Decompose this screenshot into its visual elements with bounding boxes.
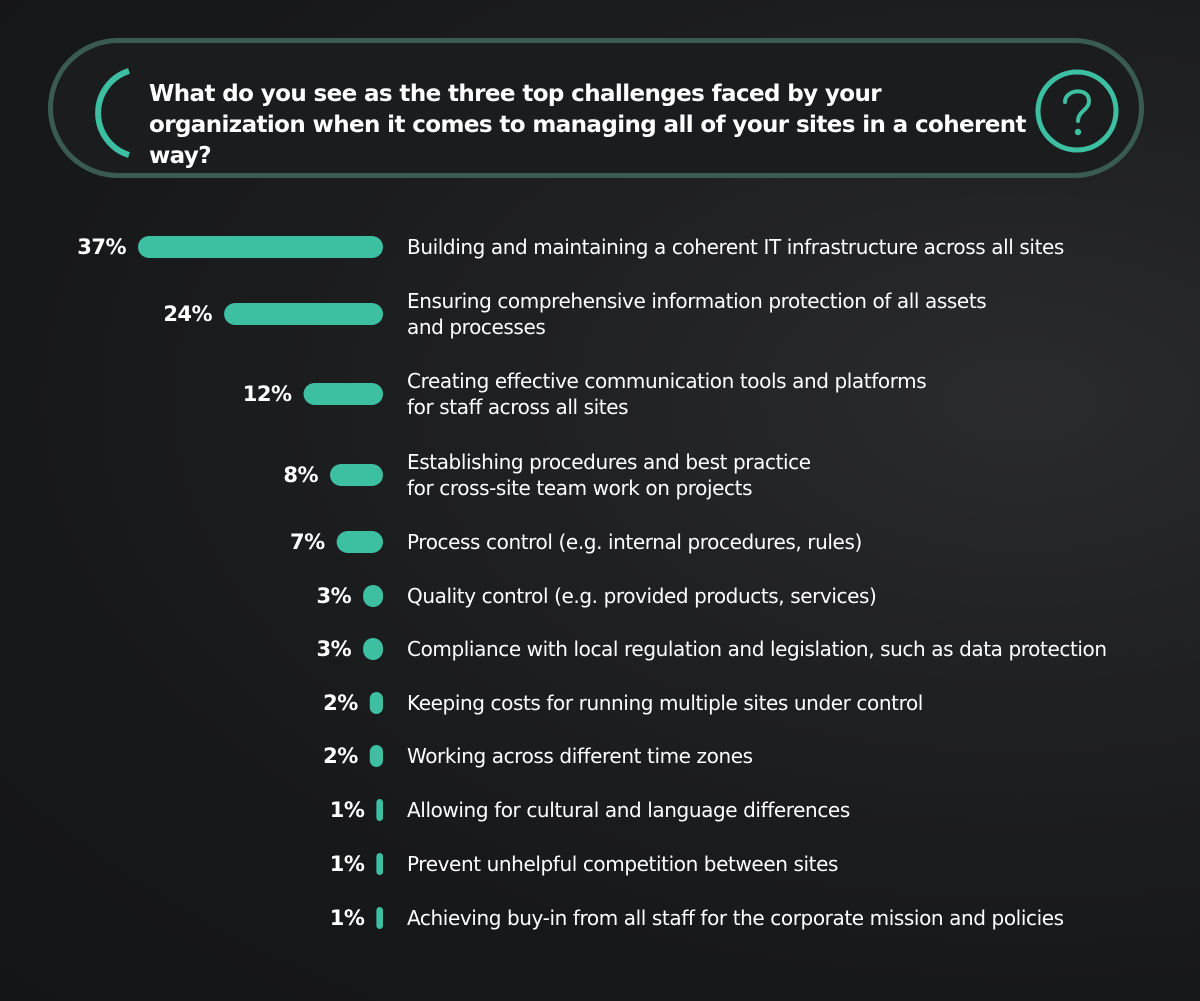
value-label: 1%	[330, 852, 365, 876]
question-banner: What do you see as the three top challen…	[48, 38, 1144, 178]
category-label: Ensuring comprehensive information prote…	[407, 289, 986, 339]
value-label: 24%	[163, 302, 212, 326]
category-label-line: Process control (e.g. internal procedure…	[407, 530, 862, 554]
bracket-arc-icon	[95, 68, 130, 158]
category-label-line: and processes	[407, 315, 545, 339]
category-label: Keeping costs for running multiple sites…	[407, 691, 923, 715]
bar	[369, 692, 383, 714]
category-label-line: Establishing procedures and best practic…	[407, 450, 811, 474]
bar	[363, 638, 383, 660]
category-label-line: for staff across all sites	[407, 395, 628, 419]
bar	[376, 853, 383, 875]
category-label-line: Quality control (e.g. provided products,…	[407, 584, 876, 608]
category-label: Quality control (e.g. provided products,…	[407, 584, 876, 608]
value-label: 8%	[283, 463, 318, 487]
category-label: Achieving buy-in from all staff for the …	[407, 906, 1064, 930]
category-label-line: Keeping costs for running multiple sites…	[407, 691, 923, 715]
category-label: Compliance with local regulation and leg…	[407, 637, 1107, 661]
value-label: 12%	[243, 382, 292, 406]
category-label-line: Prevent unhelpful competition between si…	[407, 852, 838, 876]
value-label: 37%	[77, 235, 126, 259]
bar	[138, 236, 383, 258]
value-label: 2%	[323, 744, 358, 768]
category-label-line: Achieving buy-in from all staff for the …	[407, 906, 1064, 930]
value-label: 2%	[323, 691, 358, 715]
category-label: Process control (e.g. internal procedure…	[407, 530, 862, 554]
category-label-line: Ensuring comprehensive information prote…	[407, 289, 986, 313]
question-mark-icon	[1035, 69, 1119, 153]
bar	[376, 907, 383, 929]
category-label: Allowing for cultural and language diffe…	[407, 798, 850, 822]
bar	[303, 383, 383, 405]
value-label: 3%	[316, 637, 351, 661]
category-label-line: Working across different time zones	[407, 744, 753, 768]
category-label: Working across different time zones	[407, 744, 753, 768]
value-label: 7%	[290, 530, 325, 554]
category-label: Creating effective communication tools a…	[407, 369, 926, 419]
category-label-line: Compliance with local regulation and leg…	[407, 637, 1107, 661]
category-label-line: Allowing for cultural and language diffe…	[407, 798, 850, 822]
bar	[336, 531, 383, 553]
bar	[330, 464, 383, 486]
category-label: Establishing procedures and best practic…	[407, 450, 811, 500]
bar	[224, 303, 383, 325]
question-text: What do you see as the three top challen…	[149, 81, 1027, 169]
category-label-line: for cross-site team work on projects	[407, 476, 752, 500]
value-label: 1%	[330, 906, 365, 930]
bar	[376, 799, 383, 821]
value-label: 1%	[330, 798, 365, 822]
category-label: Building and maintaining a coherent IT i…	[407, 235, 1064, 259]
value-label: 3%	[316, 584, 351, 608]
bar	[363, 585, 383, 607]
category-label: Prevent unhelpful competition between si…	[407, 852, 838, 876]
bar	[369, 745, 383, 767]
category-label-line: Building and maintaining a coherent IT i…	[407, 235, 1064, 259]
category-label-line: Creating effective communication tools a…	[407, 369, 926, 393]
